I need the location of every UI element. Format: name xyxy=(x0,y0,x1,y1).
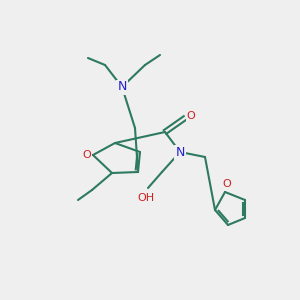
Text: O: O xyxy=(223,179,231,189)
Text: O: O xyxy=(187,111,195,121)
Text: OH: OH xyxy=(137,193,154,203)
Text: O: O xyxy=(82,150,91,160)
Text: N: N xyxy=(175,146,185,158)
Text: N: N xyxy=(117,80,127,94)
